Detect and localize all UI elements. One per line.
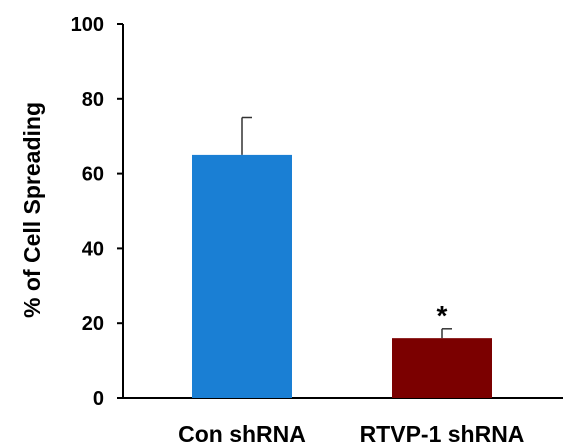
x-tick-label: RTVP-1 shRNA — [360, 421, 525, 447]
bar-2 — [392, 338, 492, 398]
bars — [192, 154, 492, 398]
x-tick-label: Con shRNA — [178, 421, 306, 447]
y-tick-label: 0 — [93, 388, 104, 410]
x-tick-labels: Con shRNA RTVP-1 shRNA — [178, 421, 524, 447]
y-tick-label: 80 — [82, 89, 104, 111]
significance-marker: * — [437, 300, 448, 331]
bar-1 — [192, 154, 292, 398]
annotations: * — [437, 300, 448, 331]
y-tick-label: 40 — [82, 238, 104, 260]
y-tick-label: 60 — [82, 164, 104, 186]
error-bars — [241, 116, 452, 339]
y-tick-label: 100 — [71, 14, 104, 36]
y-ticks: 0 20 40 60 80 100 — [71, 14, 123, 410]
y-axis-label: % of Cell Spreading — [19, 102, 45, 318]
y-tick-label: 20 — [82, 313, 104, 335]
